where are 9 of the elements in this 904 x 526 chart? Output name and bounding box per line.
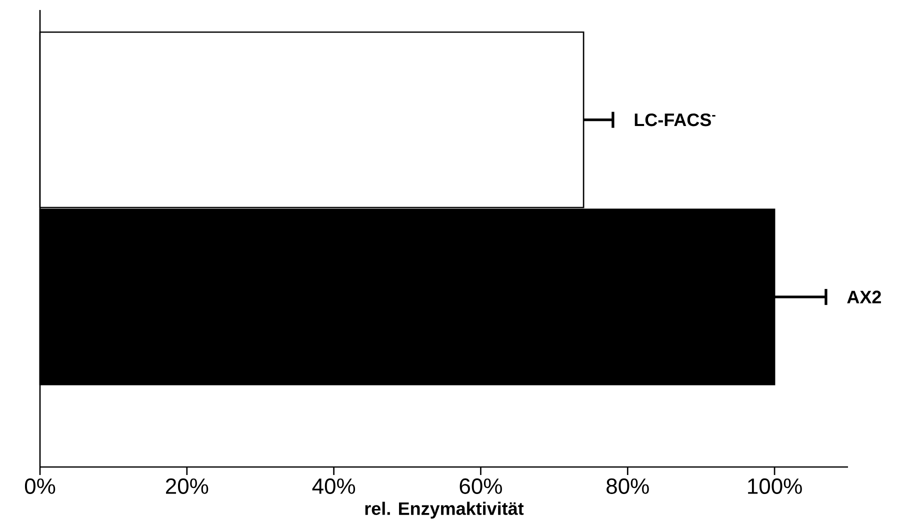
x-tick-label: 0%	[24, 478, 56, 494]
x-tick-label: 60%	[460, 478, 502, 494]
x-tick-label: 100%	[748, 478, 802, 494]
x-axis-title: rel. Enzymaktivität	[365, 502, 524, 519]
x-tick-label: 40%	[312, 478, 356, 494]
x-tick-label: 20%	[166, 478, 208, 494]
y-tick-label: AX2	[847, 290, 881, 304]
y-tick-label: LC-FACS$^{-}$	[634, 113, 716, 126]
x-tick-label: 80%	[606, 478, 649, 494]
